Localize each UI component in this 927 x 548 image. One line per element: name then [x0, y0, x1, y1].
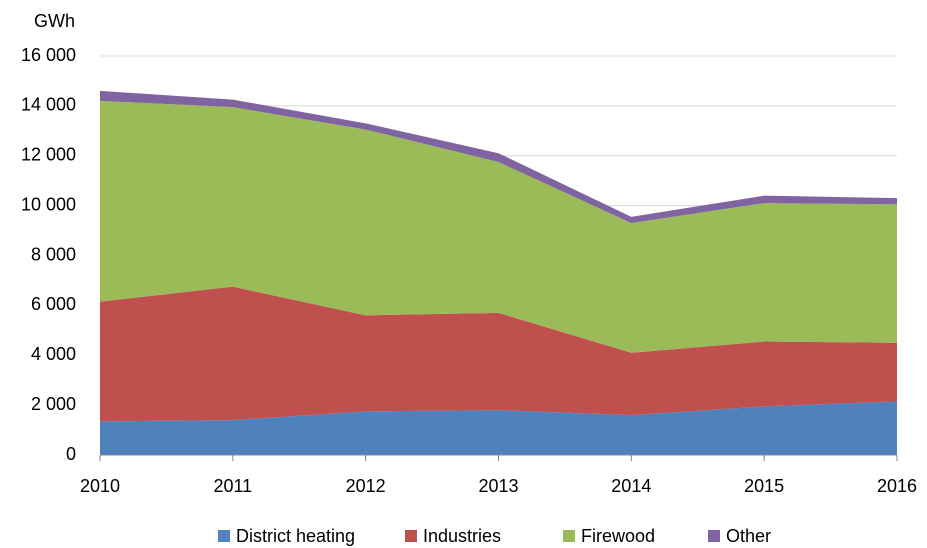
- x-tick-label: 2010: [80, 476, 120, 496]
- x-tick-label: 2012: [346, 476, 386, 496]
- y-tick-label: 2 000: [31, 394, 76, 414]
- x-tick-label: 2011: [213, 476, 252, 496]
- x-tick-label: 2016: [877, 476, 917, 496]
- y-tick-label: 12 000: [21, 145, 76, 165]
- legend-swatch: [405, 530, 417, 542]
- legend-label: Industries: [423, 526, 501, 546]
- area: [100, 286, 897, 422]
- y-tick-label: 8 000: [31, 244, 76, 264]
- area: [100, 90, 897, 224]
- x-tick-label: 2013: [478, 476, 518, 496]
- x-tick-label: 2015: [744, 476, 784, 496]
- legend-label: Other: [726, 526, 771, 546]
- legend-swatch: [563, 530, 575, 542]
- y-tick-label: 4 000: [31, 344, 76, 364]
- legend-swatch: [218, 530, 230, 542]
- legend-label: Firewood: [581, 526, 655, 546]
- y-axis-label: GWh: [34, 11, 75, 31]
- area: [100, 401, 897, 455]
- y-tick-label: 0: [66, 444, 76, 464]
- area: [100, 100, 897, 353]
- legend-label: District heating: [236, 526, 355, 546]
- y-tick-label: 14 000: [21, 95, 76, 115]
- legend-swatch: [708, 530, 720, 542]
- y-tick-label: 16 000: [21, 45, 76, 65]
- y-tick-label: 10 000: [21, 194, 76, 214]
- y-tick-label: 6 000: [31, 294, 76, 314]
- x-tick-label: 2014: [611, 476, 651, 496]
